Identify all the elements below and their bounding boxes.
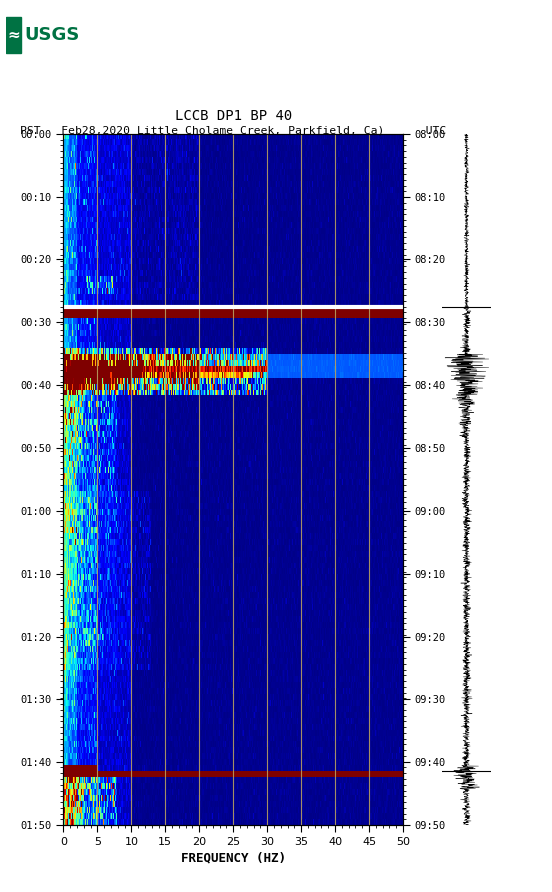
Text: LCCB DP1 BP 40: LCCB DP1 BP 40 [174,109,292,123]
Text: USGS: USGS [24,26,79,44]
X-axis label: FREQUENCY (HZ): FREQUENCY (HZ) [181,851,286,864]
Text: PST   Feb28,2020 Little Cholame Creek, Parkfield, Ca)      UTC: PST Feb28,2020 Little Cholame Creek, Par… [20,126,447,136]
Bar [6,17,22,54]
Text: ≈: ≈ [7,28,20,43]
